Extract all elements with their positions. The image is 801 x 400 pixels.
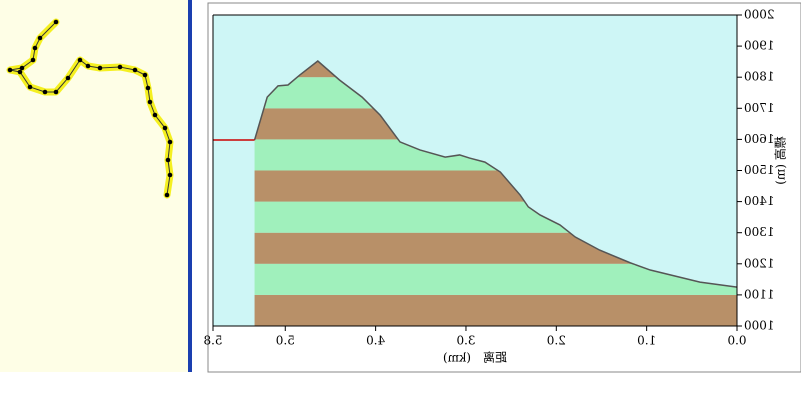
track-point	[30, 57, 36, 63]
track-point	[165, 157, 171, 163]
x-axis-label: 距离 (km)	[443, 350, 507, 365]
track-point	[117, 64, 123, 70]
y-tick-label: 1700	[744, 101, 775, 115]
x-tick-label: 2.0	[547, 334, 566, 348]
track-point	[65, 75, 71, 81]
x-tick-label: 3.0	[456, 334, 475, 348]
map-track	[6, 18, 174, 199]
track-point	[167, 172, 173, 178]
track-point	[164, 192, 170, 198]
y-tick-label: 1300	[744, 225, 775, 239]
y-tick-label: 2000	[744, 8, 775, 22]
map-panel	[0, 0, 190, 372]
track-point	[37, 35, 43, 41]
track-point	[162, 125, 168, 131]
y-tick-label: 1000	[744, 319, 775, 333]
y-tick-label: 1900	[744, 39, 775, 53]
track-point	[97, 65, 103, 71]
y-tick-label: 1800	[744, 70, 775, 84]
x-tick-label: 4.0	[366, 334, 385, 348]
y-tick-label: 1100	[744, 287, 775, 301]
track-point	[145, 85, 151, 91]
x-tick-label: 0.0	[727, 334, 746, 348]
track-point	[142, 72, 148, 78]
track-point	[27, 84, 33, 90]
x-tick-label: 5.0	[276, 334, 295, 348]
y-tick-label: 1500	[744, 163, 775, 177]
track-point	[152, 112, 158, 118]
track-point	[132, 67, 138, 73]
track-point	[7, 67, 13, 73]
y-axis-label: 標高 (m)	[773, 136, 788, 185]
x-tick-label: 1.0	[637, 334, 656, 348]
x-tick-label: 5.8	[203, 334, 222, 348]
chart: 1000 1100 1200 1300 1400 1500 1600 1700 1800 1900…	[203, 8, 787, 365]
track-point	[19, 65, 25, 71]
y-tick-label: 1600	[744, 132, 775, 146]
track-point	[32, 45, 38, 51]
track-point	[147, 99, 153, 105]
elevation-band	[254, 294, 737, 326]
track-point	[77, 57, 83, 63]
profile-line	[253, 60, 738, 288]
y-tick-label: 1200	[744, 256, 775, 270]
track-point	[17, 69, 23, 75]
track-point	[85, 63, 91, 69]
track-point	[53, 19, 59, 25]
track-point	[53, 89, 59, 95]
y-tick-label: 1400	[744, 194, 775, 208]
track-point	[167, 139, 173, 145]
track-point	[42, 89, 48, 95]
divider	[188, 0, 192, 372]
